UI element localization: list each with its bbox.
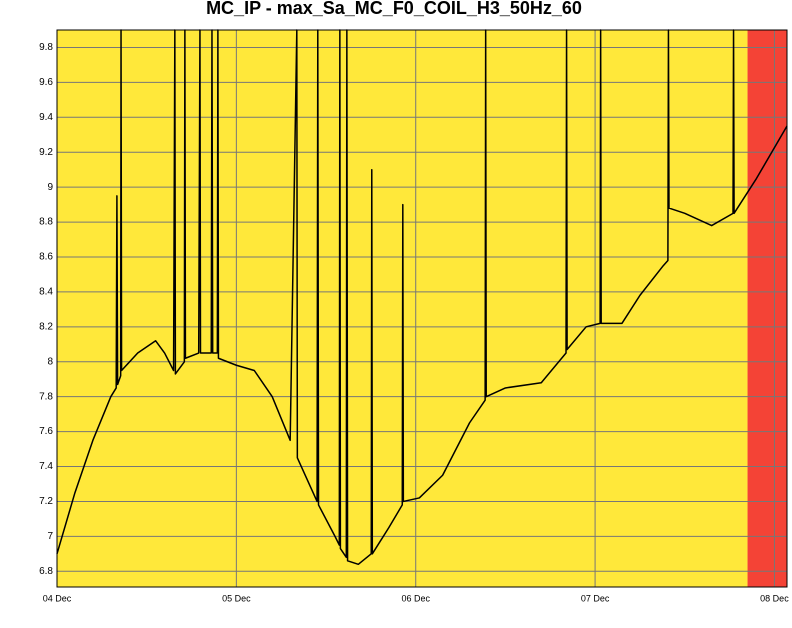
y-tick-label: 7.6	[39, 426, 53, 437]
data-line	[56, 29, 788, 566]
y-tick-label: 8	[47, 356, 53, 367]
y-tick-label: 7.4	[39, 461, 53, 472]
y-tick-label: 6.8	[39, 566, 53, 577]
y-tick-label: 8.6	[39, 252, 53, 263]
y-tick-label: 7.2	[39, 496, 53, 507]
x-tick-label: 06 Dec	[401, 593, 430, 603]
x-tick-label: 04 Dec	[43, 593, 72, 603]
plot-frame	[56, 29, 788, 588]
y-tick-label: 7	[47, 531, 53, 542]
y-tick-label: 9	[47, 182, 53, 193]
y-tick-label: 9.8	[39, 42, 53, 53]
y-tick-label: 9.6	[39, 77, 53, 88]
y-tick-label: 8.4	[39, 287, 53, 298]
state-band	[747, 30, 787, 587]
x-tick-label: 05 Dec	[222, 593, 251, 603]
y-tick-label: 9.2	[39, 147, 53, 158]
y-tick-label: 8.8	[39, 217, 53, 228]
x-tick-label: 07 Dec	[581, 593, 610, 603]
y-tick-label: 8.2	[39, 321, 53, 332]
x-tick-label: 08 Dec	[760, 593, 789, 603]
y-tick-label: 7.8	[39, 391, 53, 402]
chart-title: MC_IP - max_Sa_MC_F0_COIL_H3_50Hz_60	[206, 0, 582, 18]
y-tick-label: 9.4	[39, 112, 53, 123]
